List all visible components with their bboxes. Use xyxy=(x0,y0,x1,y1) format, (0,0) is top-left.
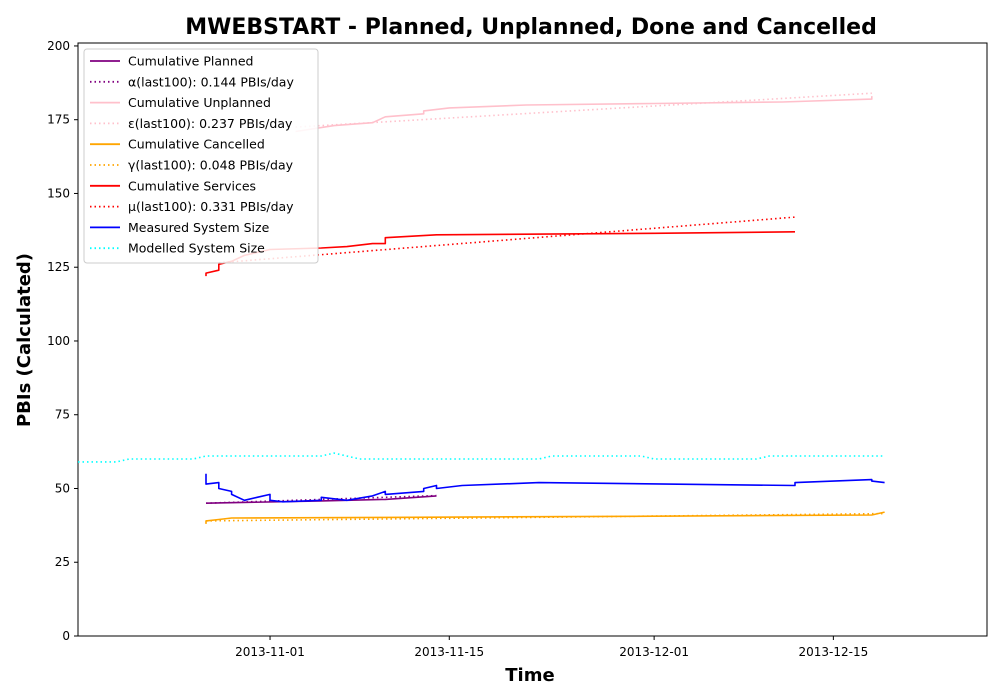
legend-label-5: γ(last100): 0.048 PBIs/day xyxy=(128,158,294,173)
legend-label-0: Cumulative Planned xyxy=(128,54,253,69)
x-tick-label: 2013-11-15 xyxy=(414,645,484,659)
legend-label-2: Cumulative Unplanned xyxy=(128,95,271,110)
series-line-5 xyxy=(205,512,885,522)
y-tick-label: 200 xyxy=(47,39,70,53)
chart-title: MWEBSTART - Planned, Unplanned, Done and… xyxy=(185,15,877,40)
y-tick-label: 100 xyxy=(47,334,70,348)
x-axis: 2013-11-01 2013-11-15 2013-12-01 2013-12-15 xyxy=(235,636,868,659)
x-axis-label: Time xyxy=(505,665,554,686)
series-line-7 xyxy=(218,216,796,264)
legend-label-9: Modelled System Size xyxy=(128,241,265,256)
legend-label-1: α(last100): 0.144 PBIs/day xyxy=(128,74,294,89)
legend: Cumulative Planned α(last100): 0.144 PBIs… xyxy=(83,48,319,264)
y-tick-label: 0 xyxy=(62,629,70,643)
legend-label-8: Measured System Size xyxy=(128,220,270,235)
y-tick-label: 150 xyxy=(47,186,70,200)
x-tick-label: 2013-12-15 xyxy=(798,645,868,659)
legend-label-4: Cumulative Cancelled xyxy=(128,137,265,152)
legend-label-3: ε(last100): 0.237 PBIs/day xyxy=(128,116,293,131)
y-tick-label: 175 xyxy=(47,113,70,127)
series-line-4 xyxy=(205,511,885,524)
series-line-6 xyxy=(205,231,796,277)
series-layer xyxy=(78,92,885,524)
legend-box xyxy=(83,48,319,264)
legend-label-7: μ(last100): 0.331 PBIs/day xyxy=(128,199,294,214)
x-tick-label: 2013-11-01 xyxy=(235,645,305,659)
series-line-3 xyxy=(295,92,872,128)
y-tick-label: 25 xyxy=(55,555,70,569)
y-axis-label: PBIs (Calculated) xyxy=(14,253,35,427)
legend-label-6: Cumulative Services xyxy=(128,178,256,193)
y-axis: 0 25 50 75 100 125 150 175 200 xyxy=(47,39,78,643)
series-line-2 xyxy=(295,96,873,133)
y-tick-label: 50 xyxy=(55,481,70,495)
series-line-0 xyxy=(205,495,437,504)
y-tick-label: 75 xyxy=(55,408,70,422)
series-line-9 xyxy=(78,452,885,463)
x-tick-label: 2013-12-01 xyxy=(619,645,689,659)
y-tick-label: 125 xyxy=(47,260,70,274)
series-line-8 xyxy=(205,473,885,503)
